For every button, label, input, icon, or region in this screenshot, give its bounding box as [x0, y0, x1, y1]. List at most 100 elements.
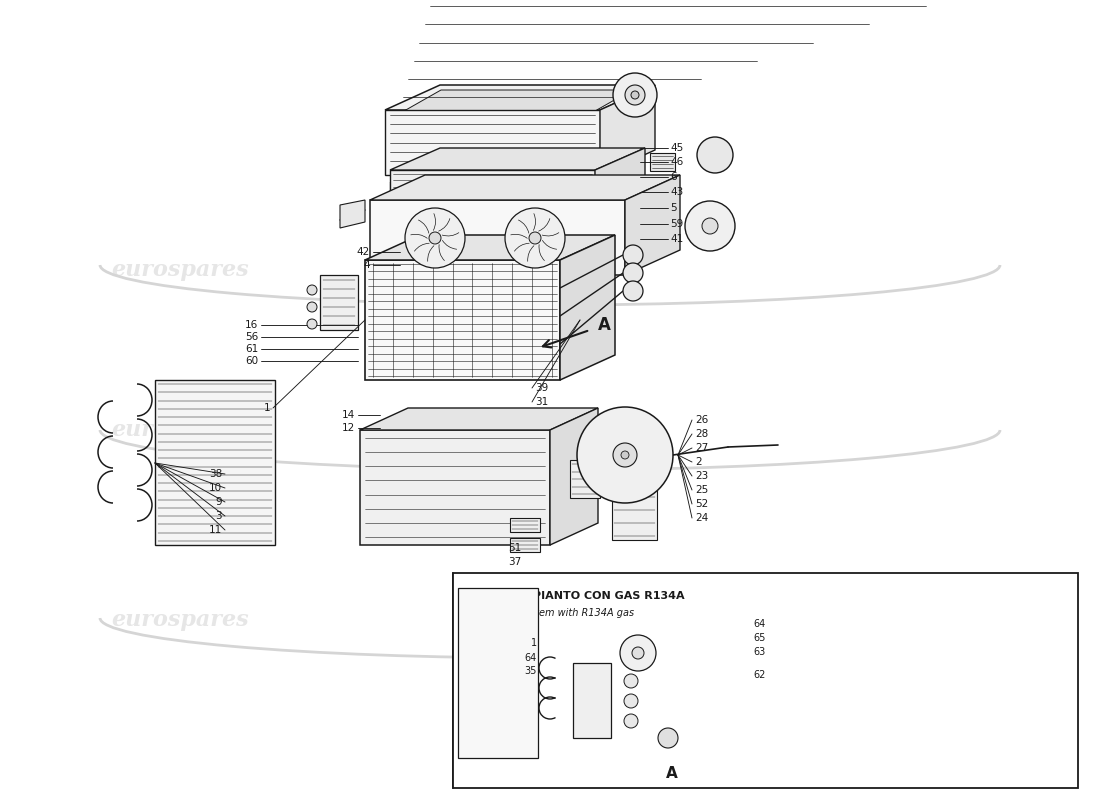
Polygon shape: [560, 235, 615, 380]
Text: 37: 37: [508, 557, 521, 567]
Text: 61: 61: [244, 344, 258, 354]
Text: 5: 5: [670, 203, 676, 213]
Polygon shape: [370, 200, 625, 275]
Text: IMPIANTO CON GAS R134A: IMPIANTO CON GAS R134A: [518, 591, 684, 601]
Text: 3: 3: [216, 511, 222, 521]
Text: eurospares: eurospares: [492, 259, 629, 281]
Circle shape: [307, 319, 317, 329]
Text: 2: 2: [695, 457, 702, 467]
Polygon shape: [360, 430, 550, 545]
Text: 16: 16: [244, 320, 258, 330]
Text: 35: 35: [525, 666, 537, 676]
Text: 38: 38: [209, 469, 222, 479]
Circle shape: [578, 407, 673, 503]
Polygon shape: [650, 153, 675, 171]
Text: 64: 64: [525, 653, 537, 663]
Text: 60: 60: [245, 356, 258, 366]
Text: 46: 46: [670, 157, 683, 167]
Polygon shape: [360, 408, 598, 430]
Text: 26: 26: [695, 415, 708, 425]
Polygon shape: [550, 408, 598, 545]
Polygon shape: [385, 110, 600, 175]
Text: eurospares: eurospares: [111, 609, 249, 631]
Text: eurospares: eurospares: [492, 419, 629, 441]
Text: 65: 65: [754, 633, 766, 643]
Circle shape: [529, 232, 541, 244]
Circle shape: [623, 263, 643, 283]
Circle shape: [624, 674, 638, 688]
Text: 27: 27: [695, 443, 708, 453]
Text: eurospares: eurospares: [111, 259, 249, 281]
Circle shape: [658, 728, 678, 748]
Polygon shape: [320, 275, 358, 330]
Text: 25: 25: [695, 485, 708, 495]
Circle shape: [625, 85, 645, 105]
Polygon shape: [390, 148, 645, 170]
Circle shape: [307, 302, 317, 312]
Text: System with R134A gas: System with R134A gas: [518, 608, 634, 618]
Polygon shape: [365, 235, 615, 260]
Text: eurospares: eurospares: [492, 609, 629, 631]
Circle shape: [505, 208, 565, 268]
Text: 6: 6: [670, 172, 676, 182]
Circle shape: [624, 714, 638, 728]
Text: 4: 4: [363, 260, 370, 270]
Polygon shape: [365, 260, 560, 380]
Circle shape: [613, 73, 657, 117]
Polygon shape: [595, 163, 639, 213]
Circle shape: [697, 137, 733, 173]
Circle shape: [624, 694, 638, 708]
Polygon shape: [370, 175, 680, 200]
Text: 31: 31: [535, 397, 548, 407]
Text: 9: 9: [216, 497, 222, 507]
Polygon shape: [458, 588, 538, 758]
Text: 42: 42: [356, 247, 370, 257]
Polygon shape: [155, 380, 275, 545]
Text: A: A: [598, 316, 611, 334]
Polygon shape: [510, 518, 540, 532]
Text: 14: 14: [342, 410, 355, 420]
Text: 64: 64: [754, 619, 766, 629]
Text: 11: 11: [209, 525, 222, 535]
Polygon shape: [390, 163, 639, 183]
Circle shape: [405, 208, 465, 268]
Polygon shape: [510, 538, 540, 552]
Polygon shape: [600, 85, 654, 175]
Polygon shape: [570, 460, 600, 498]
Polygon shape: [453, 573, 1078, 788]
Text: 43: 43: [670, 187, 683, 197]
Text: 1: 1: [531, 638, 537, 648]
Polygon shape: [385, 85, 654, 110]
Circle shape: [621, 451, 629, 459]
Circle shape: [429, 232, 441, 244]
Text: 56: 56: [244, 332, 258, 342]
Polygon shape: [603, 413, 641, 458]
Text: 23: 23: [695, 471, 708, 481]
Text: eurospares: eurospares: [111, 419, 249, 441]
Polygon shape: [595, 148, 645, 210]
Text: A: A: [666, 766, 678, 781]
Circle shape: [631, 91, 639, 99]
Text: 41: 41: [670, 234, 683, 244]
Text: 62: 62: [754, 670, 766, 680]
Text: 45: 45: [670, 143, 683, 153]
Polygon shape: [390, 183, 595, 213]
Polygon shape: [340, 200, 365, 228]
Text: 24: 24: [695, 513, 708, 523]
Circle shape: [613, 443, 637, 467]
Text: 59: 59: [670, 219, 683, 229]
Text: 12: 12: [342, 423, 355, 433]
Text: 39: 39: [535, 383, 548, 393]
Polygon shape: [612, 480, 657, 540]
Text: 51: 51: [508, 543, 521, 553]
Circle shape: [632, 647, 644, 659]
Text: 52: 52: [695, 499, 708, 509]
Text: 28: 28: [695, 429, 708, 439]
Polygon shape: [625, 175, 680, 275]
Circle shape: [307, 285, 317, 295]
Text: 1: 1: [263, 403, 270, 413]
Circle shape: [620, 635, 656, 671]
Circle shape: [623, 245, 643, 265]
Text: 63: 63: [754, 647, 766, 657]
Circle shape: [702, 218, 718, 234]
